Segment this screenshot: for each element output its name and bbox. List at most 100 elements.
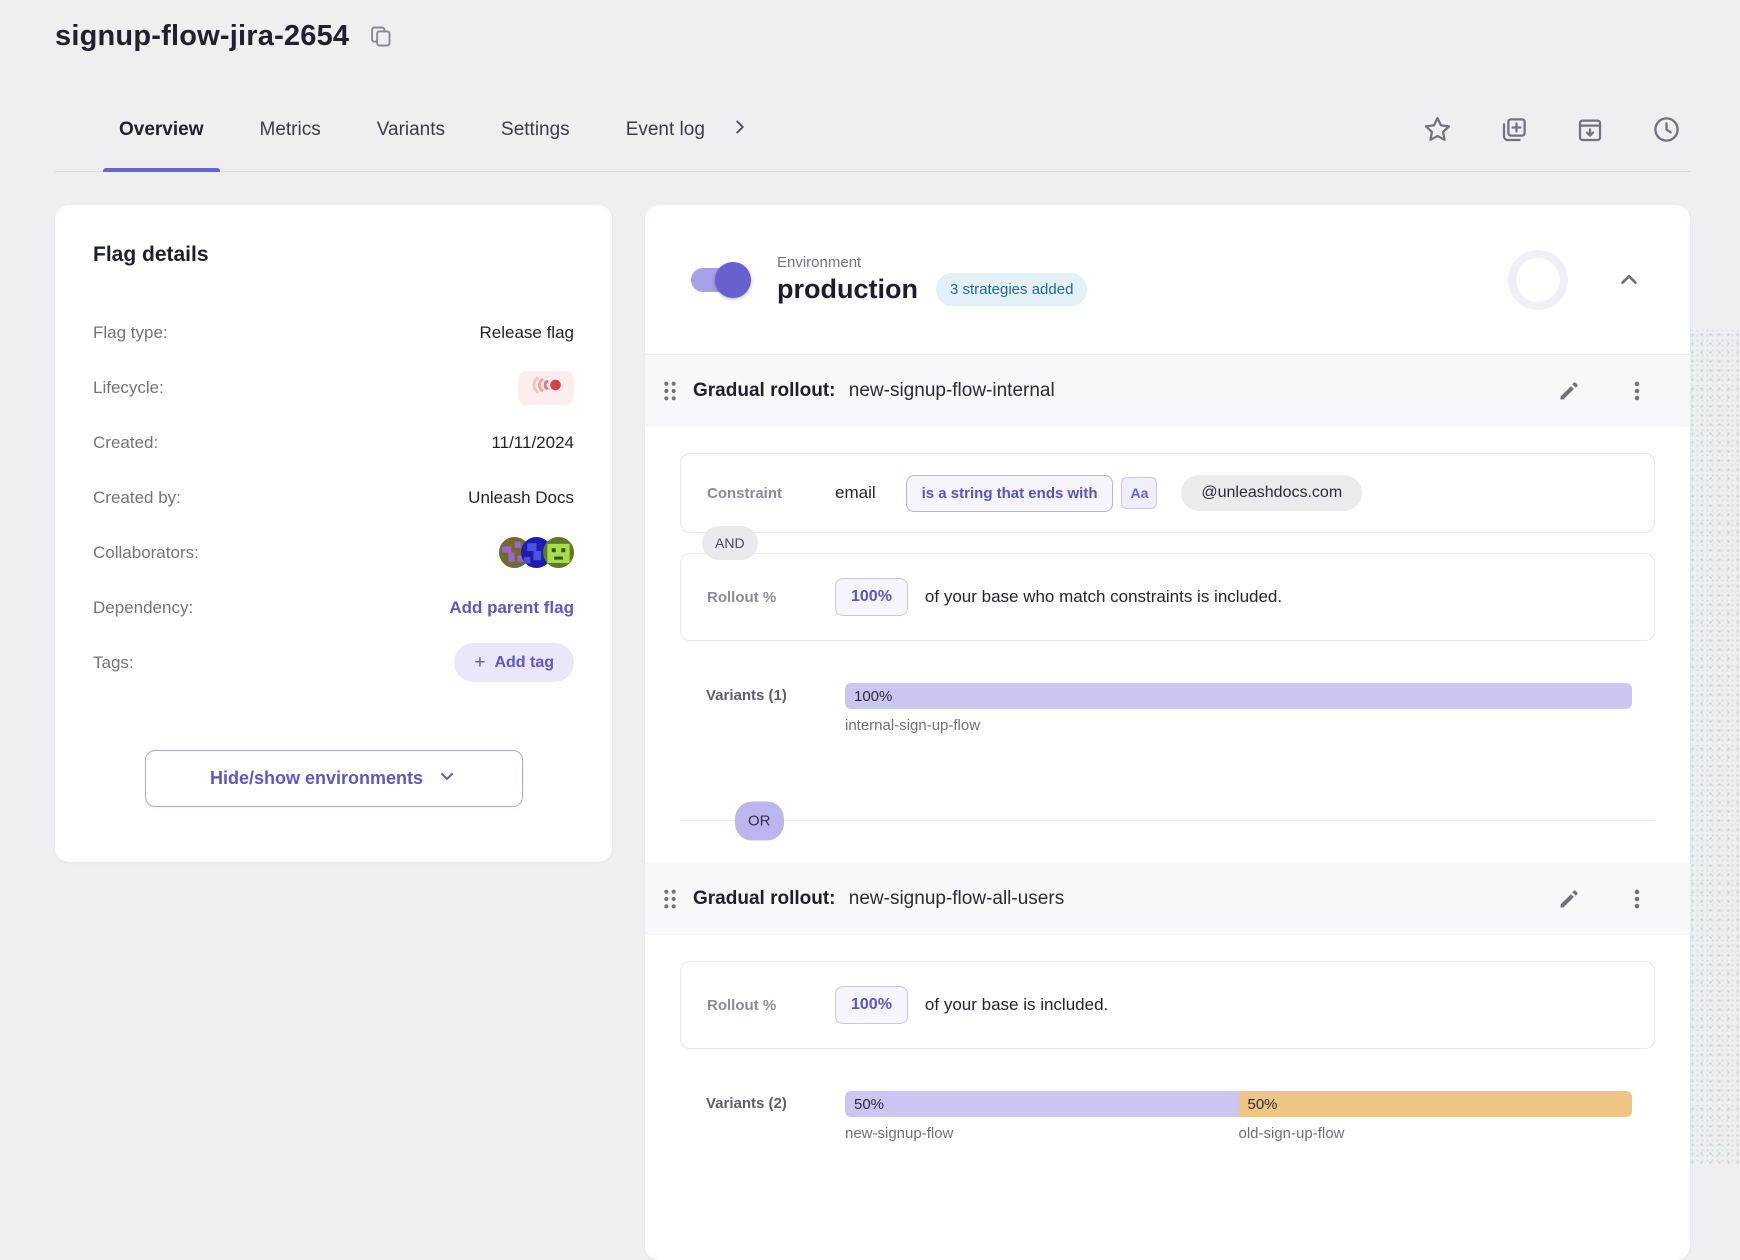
variant-name: internal-sign-up-flow [845, 717, 981, 734]
edit-strategy-button[interactable] [1556, 378, 1582, 404]
rollout-box: Rollout % 100% of your base is included. [680, 961, 1655, 1049]
tags-label: Tags: [93, 652, 134, 672]
kebab-menu-icon [1624, 378, 1650, 404]
strategy-separator: OR [680, 801, 1655, 840]
hide-show-environments-label: Hide/show environments [209, 768, 424, 788]
constraint-value: @unleashdocs.com [1181, 475, 1363, 511]
copy-name-button[interactable] [367, 23, 394, 50]
collapse-environment-button[interactable] [1616, 267, 1642, 293]
constraint-label: Constraint [707, 484, 782, 502]
variants-row: Variants (2) 50% new-signup-flow 50% old… [680, 1091, 1655, 1142]
flag-details-card: Flag details Flag type: Release flag Lif… [55, 205, 612, 862]
drag-handle-icon[interactable] [657, 376, 683, 406]
archive-icon [1575, 115, 1605, 145]
metrics-ring [1508, 249, 1568, 310]
page-header: signup-flow-jira-2654 [55, 20, 394, 53]
tab-metrics[interactable]: Metrics [259, 118, 321, 140]
archive-button[interactable] [1575, 115, 1605, 145]
variant-percent: 50% [1247, 1095, 1278, 1113]
strategy-name: new-signup-flow-all-users [848, 888, 1065, 909]
variants-label: Variants (2) [706, 1095, 787, 1112]
strategy-item: Gradual rollout: new-signup-flow-interna… [645, 355, 1690, 840]
collaborator-avatars[interactable] [499, 537, 574, 568]
tab-settings[interactable]: Settings [501, 118, 570, 140]
tabs-bar: Overview Metrics Variants Settings Event… [55, 88, 1690, 172]
chevron-right-icon [729, 116, 751, 143]
pencil-icon [1556, 378, 1582, 404]
environment-card: Environment production 3 strategies adde… [645, 205, 1690, 1260]
variant-percent: 50% [854, 1095, 885, 1113]
clock-icon [1651, 114, 1682, 145]
variant-segment: 50% old-sign-up-flow [1238, 1091, 1632, 1142]
rollout-label: Rollout % [707, 996, 777, 1014]
variant-bar: 50% new-signup-flow 50% old-sign-up-flow [845, 1091, 1632, 1142]
flag-type-row: Flag type: Release flag [93, 305, 574, 360]
strategy-title: Gradual rollout: new-signup-flow-interna… [693, 380, 1055, 402]
environment-header: Environment production 3 strategies adde… [645, 205, 1690, 355]
created-by-value: Unleash Docs [468, 487, 574, 507]
strategy-menu-button[interactable] [1624, 886, 1650, 912]
or-separator-chip: OR [735, 801, 784, 840]
environment-label: Environment [777, 253, 862, 271]
strategy-header: Gradual rollout: new-signup-flow-all-use… [645, 863, 1690, 935]
lifecycle-live-icon [527, 374, 565, 401]
case-sensitivity-chip[interactable]: Aa [1121, 477, 1158, 509]
history-button[interactable] [1651, 114, 1682, 145]
strategy-body: Rollout % 100% of your base is included.… [645, 935, 1690, 1142]
lifecycle-stage-badge[interactable] [518, 370, 574, 405]
tab-event-log[interactable]: Event log [625, 118, 705, 140]
favorite-button[interactable] [1422, 114, 1453, 145]
created-by-label: Created by: [93, 487, 181, 507]
tabs-overflow-button[interactable] [729, 116, 751, 143]
environment-title: Environment production 3 strategies adde… [777, 253, 1088, 306]
constraint-field: email [835, 483, 876, 502]
variant-name: new-signup-flow [845, 1125, 954, 1142]
created-by-row: Created by: Unleash Docs [93, 470, 574, 525]
created-label: Created: [93, 432, 159, 452]
chevron-down-icon [437, 766, 457, 791]
strategy-menu-button[interactable] [1624, 378, 1650, 404]
drag-handle-icon[interactable] [657, 884, 683, 914]
edit-strategy-button[interactable] [1556, 886, 1582, 912]
hide-show-environments-button[interactable]: Hide/show environments [144, 750, 523, 807]
page-title: signup-flow-jira-2654 [55, 20, 350, 52]
toggle-thumb [715, 261, 751, 298]
strategy-item: Gradual rollout: new-signup-flow-all-use… [645, 863, 1690, 1142]
variant-segment: 100% internal-sign-up-flow [845, 683, 1632, 734]
lifecycle-row: Lifecycle: [93, 360, 574, 415]
add-parent-flag-link[interactable]: Add parent flag [449, 597, 574, 617]
rollout-description: of your base who match constraints is in… [924, 587, 1283, 606]
copy-flag-button[interactable] [1499, 115, 1529, 145]
kebab-menu-icon [1624, 886, 1650, 912]
created-row: Created: 11/11/2024 [93, 415, 574, 470]
variant-segment-fill: 50% [845, 1091, 1239, 1117]
strategy-type-label: Gradual rollout: [693, 888, 836, 909]
variants-label: Variants (1) [706, 687, 787, 704]
strategies-count-badge: 3 strategies added [935, 272, 1088, 306]
variant-segment: 50% new-signup-flow [845, 1091, 1239, 1142]
add-tag-label: Add tag [494, 653, 554, 671]
avatar [543, 537, 574, 568]
variant-segment-fill: 100% [845, 683, 1632, 709]
rollout-percent-chip: 100% [835, 986, 908, 1024]
variant-segment-fill: 50% [1238, 1091, 1632, 1117]
constraint-operator-chip[interactable]: is a string that ends with [905, 474, 1114, 512]
chevron-up-icon [1616, 267, 1642, 293]
strategy-type-label: Gradual rollout: [693, 380, 836, 401]
environment-toggle[interactable] [691, 261, 751, 298]
strategy-header: Gradual rollout: new-signup-flow-interna… [645, 355, 1690, 427]
dependency-row: Dependency: Add parent flag [93, 580, 574, 635]
flag-details-title: Flag details [93, 243, 209, 266]
variant-name: old-sign-up-flow [1238, 1125, 1345, 1142]
strategy-title: Gradual rollout: new-signup-flow-all-use… [693, 888, 1064, 910]
strategy-body: Constraint email is a string that ends w… [645, 427, 1690, 840]
add-tag-button[interactable]: + Add tag [454, 643, 574, 682]
variant-bar: 100% internal-sign-up-flow [845, 683, 1632, 734]
lifecycle-label: Lifecycle: [93, 377, 164, 397]
tab-variants[interactable]: Variants [376, 118, 446, 140]
rollout-box: Rollout % 100% of your base who match co… [680, 553, 1655, 641]
copy-icon [367, 23, 394, 50]
flag-type-value: Release flag [479, 322, 574, 342]
pencil-icon [1556, 886, 1582, 912]
tab-overview[interactable]: Overview [103, 88, 219, 172]
